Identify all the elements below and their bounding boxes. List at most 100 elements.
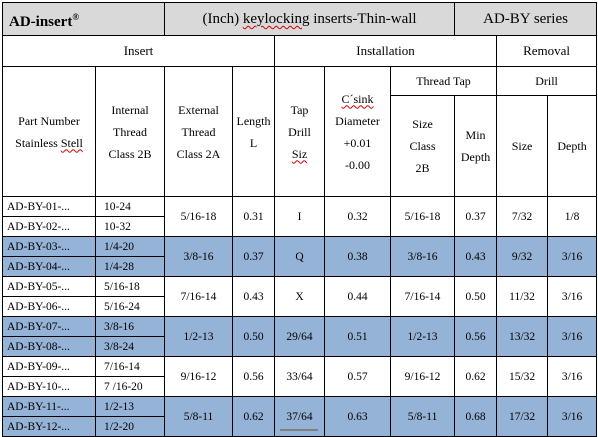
drill-size-cell: 13/32 [496, 316, 549, 357]
size-class-line2: Class [409, 139, 436, 153]
external-thread-cell: 1/2-13 [164, 316, 233, 357]
removal-group-header: Removal [496, 35, 598, 67]
size-class-line1: Size [412, 117, 433, 131]
internal-thread-cell: 10-32 [95, 216, 165, 237]
part-number-cell: AD-BY-05-... [2, 276, 96, 297]
length-cell: 0.37 [232, 236, 275, 277]
registered-mark: ® [72, 11, 80, 22]
tap-drill-cell: 33/64 [274, 356, 325, 397]
part-number-cell: AD-BY-06-... [2, 296, 96, 317]
min-depth-header: Min Depth [454, 95, 498, 197]
drill-depth-cell: 3/16 [547, 236, 598, 277]
tap-drill-cell: X [274, 276, 325, 317]
title-row: AD-insert® (Inch) keylocking inserts-Thi… [2, 2, 598, 36]
series-title: AD-BY series [454, 2, 598, 36]
csink-header: C´sink Diameter +0.01 -0.00 [324, 66, 391, 197]
drill-size-cell: 17/32 [496, 396, 549, 437]
part-number-cell: AD-BY-07-... [2, 316, 96, 337]
length-line2: L [249, 135, 258, 150]
part-number-cell: AD-BY-02-... [2, 216, 96, 237]
table-row: AD-BY-03-... 1/4-20 3/8-16 0.37 Q 0.38 3/8-16 0… [2, 236, 598, 277]
csink-line2: Diameter [335, 113, 380, 128]
internal-thread-cell: 1/4-28 [95, 256, 165, 277]
table-row: AD-BY-12-... 1/2-20 [2, 416, 597, 437]
external-thread-cell: 9/16-12 [164, 356, 233, 397]
min-depth-cell: 0.43 [454, 236, 498, 277]
part-number-cell: AD-BY-03-... [2, 236, 96, 257]
tap-drill-line3: Siz [291, 146, 308, 161]
part-number-header: Part Number Stainless Stell [2, 66, 96, 197]
min-depth-line2: Depth [460, 150, 491, 164]
size-class-header: Size Class 2B [389, 95, 456, 197]
drill-size-cell: 11/32 [496, 276, 549, 317]
internal-thread-cell: 5/16-24 [95, 296, 165, 317]
internal-thread-line2: Thread [113, 124, 147, 139]
length-cell: 0.31 [232, 196, 275, 237]
min-depth-cell: 0.62 [454, 356, 498, 397]
csink-line3: +0.01 [343, 135, 372, 150]
min-depth-line1: Min [465, 128, 486, 142]
min-depth-cell: 0.68 [454, 396, 498, 437]
table-row: AD-BY-06-... 5/16-24 [2, 296, 597, 317]
drill-depth-cell: 3/16 [547, 276, 598, 317]
internal-thread-cell: 7/16-14 [95, 356, 165, 377]
min-depth-cell: 0.37 [454, 196, 498, 237]
length-cell: 0.50 [232, 316, 275, 357]
csink-line1: C´sink [341, 91, 374, 106]
internal-thread-cell: 5/16-18 [95, 276, 165, 297]
table-row: AD-BY-01-... 10-24 5/16-18 0.31 I 0.32 5/16-18… [2, 196, 598, 237]
drill-size-cell: 15/32 [496, 356, 549, 397]
drill-header: Drill [496, 66, 598, 96]
internal-thread-cell: 3/8-16 [95, 316, 165, 337]
installation-group-header: Installation [273, 35, 498, 67]
tap-drill-cell: I [274, 196, 325, 237]
length-line1: Length [236, 113, 271, 128]
tap-size-cell: 3/8-16 [389, 236, 456, 277]
external-thread-cell: 5/8-11 [164, 396, 233, 437]
internal-thread-cell: 1/4-20 [95, 236, 165, 257]
product-title: (Inch) keylocking inserts-Thin-wall [163, 2, 456, 36]
product-title-text: (Inch) keylocking inserts-Thin-wall [202, 11, 417, 27]
external-thread-cell: 5/16-18 [164, 196, 233, 237]
drill-depth-cell: 3/16 [547, 396, 598, 437]
tap-size-cell: 1/2-13 [389, 316, 456, 357]
csink-cell: 0.63 [324, 396, 391, 437]
csink-cell: 0.57 [324, 356, 391, 397]
length-cell: 0.62 [232, 396, 275, 437]
csink-cell: 0.32 [324, 196, 391, 237]
external-thread-header: External Thread Class 2A [164, 66, 233, 197]
internal-thread-line1: Internal [111, 102, 149, 117]
tap-drill-line2: Drill [288, 124, 311, 139]
length-header: Length L [232, 66, 275, 197]
csink-line4: -0.00 [345, 157, 370, 172]
tap-drill-cell: 29/64 [274, 316, 325, 357]
internal-thread-cell: 10-24 [95, 196, 165, 217]
part-number-line2-word: Stell [60, 135, 83, 150]
external-thread-cell: 7/16-14 [164, 276, 233, 317]
drill-size-cell: 9/32 [496, 236, 549, 277]
min-depth-cell: 0.50 [454, 276, 498, 317]
table-row: AD-BY-07-... 3/8-16 1/2-13 0.50 29/64 0.51 1/2… [2, 316, 598, 357]
table-row: AD-BY-05-... 5/16-18 7/16-14 0.43 X 0.44 7/16-… [2, 276, 598, 317]
part-number-line2: Stainless Stell [15, 135, 83, 150]
tap-size-cell: 5/8-11 [389, 396, 456, 437]
subgroup-row: Part Number Stainless Stell Internal Thr… [2, 66, 598, 197]
column-header-row: Size Class 2B Min Depth Size Depth [3, 95, 598, 197]
part-number-cell: AD-BY-09-... [2, 356, 96, 377]
internal-thread-cell: 1/2-13 [95, 396, 165, 417]
csink-cell: 0.44 [324, 276, 391, 317]
part-number-cell: AD-BY-08-... [2, 336, 96, 357]
part-number-cell: AD-BY-10-... [2, 376, 96, 397]
internal-thread-cell: 7 /16-20 [95, 376, 165, 397]
drill-size-header: Size [496, 95, 549, 197]
brand-cell: AD-insert® [2, 2, 165, 36]
part-number-cell: AD-BY-04-... [2, 256, 96, 277]
drill-depth-cell: 3/16 [547, 316, 598, 357]
part-number-line1: Part Number [18, 113, 80, 128]
insert-group-header: Insert [2, 35, 275, 67]
length-cell: 0.43 [232, 276, 275, 317]
internal-thread-cell: 3/8-24 [95, 336, 165, 357]
external-thread-line3: Class 2A [176, 146, 221, 161]
